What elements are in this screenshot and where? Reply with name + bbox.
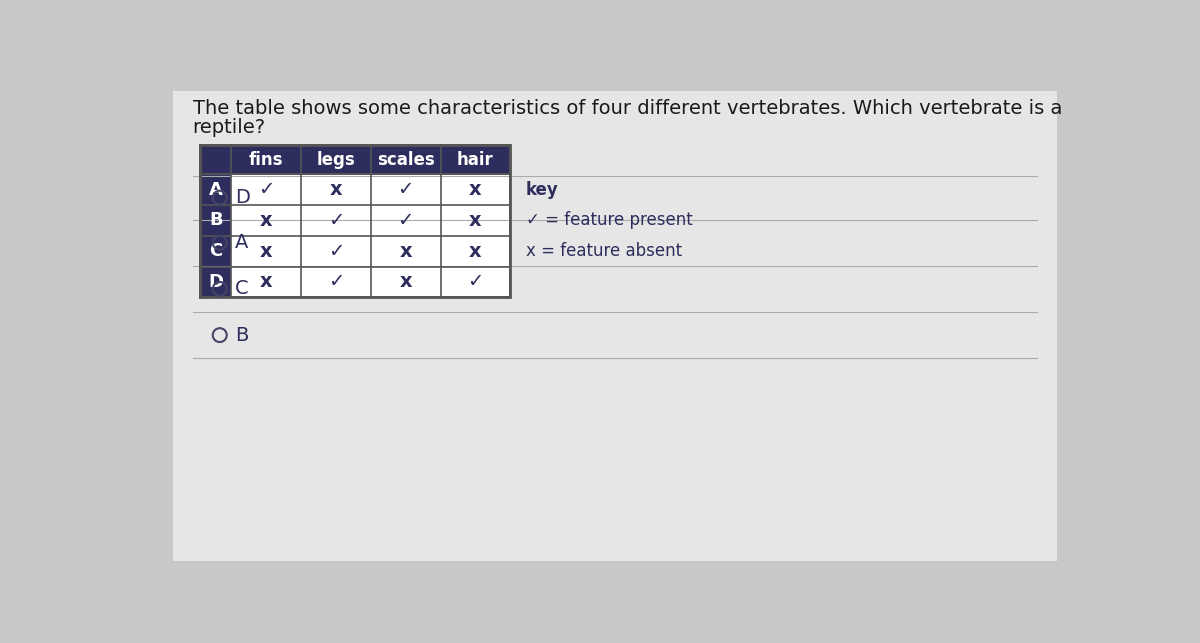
- Text: x: x: [260, 273, 272, 291]
- Text: ✓: ✓: [397, 211, 414, 230]
- Text: B: B: [235, 325, 248, 345]
- Text: reptile?: reptile?: [193, 118, 265, 137]
- Bar: [371, 236, 440, 267]
- Text: legs: legs: [317, 150, 355, 168]
- Text: x: x: [330, 180, 342, 199]
- Bar: [371, 267, 440, 297]
- Bar: [301, 174, 371, 205]
- Text: x: x: [260, 211, 272, 230]
- Bar: [232, 205, 301, 236]
- Text: B: B: [209, 212, 223, 230]
- Text: D: D: [209, 273, 223, 291]
- Bar: [200, 174, 232, 205]
- Bar: [200, 267, 232, 297]
- Bar: [232, 267, 301, 297]
- Text: x: x: [469, 211, 482, 230]
- Text: A: A: [209, 181, 223, 199]
- Text: ✓: ✓: [328, 273, 344, 291]
- Bar: [371, 174, 440, 205]
- Bar: [301, 236, 371, 267]
- Bar: [440, 205, 510, 236]
- Text: ✓: ✓: [397, 180, 414, 199]
- Text: D: D: [235, 188, 250, 207]
- Text: The table shows some characteristics of four different vertebrates. Which verteb: The table shows some characteristics of …: [193, 99, 1062, 118]
- Text: A: A: [235, 233, 248, 252]
- Bar: [440, 236, 510, 267]
- Bar: [440, 267, 510, 297]
- Text: x: x: [400, 273, 412, 291]
- Text: C: C: [235, 280, 248, 298]
- Bar: [371, 205, 440, 236]
- Bar: [200, 236, 232, 267]
- Text: ✓ = feature present: ✓ = feature present: [526, 212, 692, 230]
- Text: ✓: ✓: [328, 211, 344, 230]
- Bar: [200, 205, 232, 236]
- Text: fins: fins: [250, 150, 283, 168]
- Bar: [232, 236, 301, 267]
- Text: C: C: [209, 242, 222, 260]
- Bar: [301, 205, 371, 236]
- Text: ✓: ✓: [467, 273, 484, 291]
- Text: scales: scales: [377, 150, 434, 168]
- Text: x = feature absent: x = feature absent: [526, 242, 682, 260]
- Text: x: x: [469, 180, 482, 199]
- Text: ✓: ✓: [328, 242, 344, 260]
- Bar: [200, 145, 510, 174]
- Text: x: x: [469, 242, 482, 260]
- Text: ✓: ✓: [258, 180, 275, 199]
- Text: key: key: [526, 181, 559, 199]
- Text: x: x: [260, 242, 272, 260]
- Bar: [301, 267, 371, 297]
- Bar: [440, 174, 510, 205]
- Bar: [232, 174, 301, 205]
- Text: x: x: [400, 242, 412, 260]
- Bar: [200, 145, 510, 297]
- Text: hair: hair: [457, 150, 494, 168]
